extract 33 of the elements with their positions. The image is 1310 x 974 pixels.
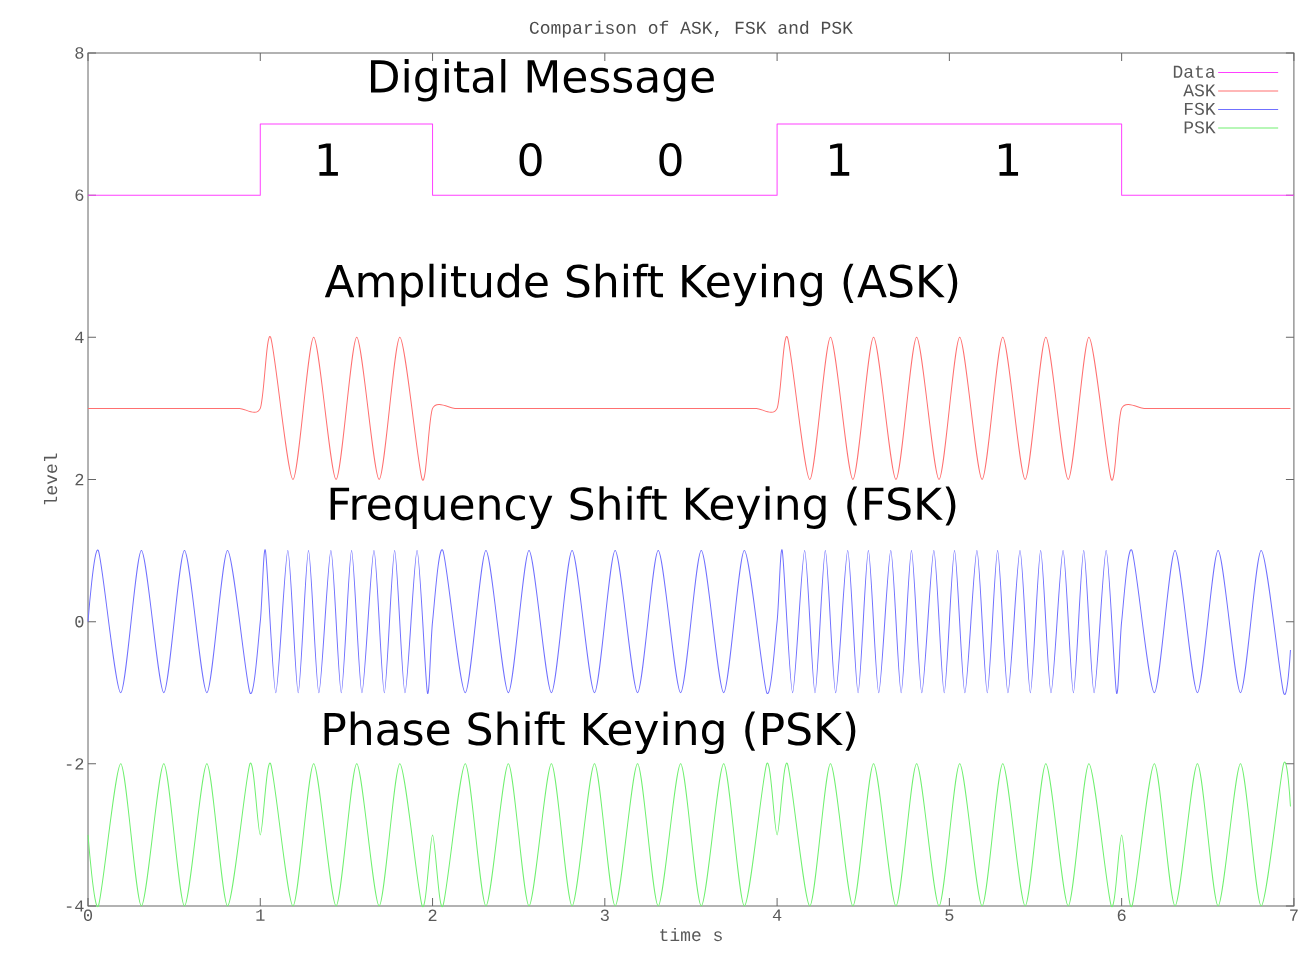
x-tick-label: 4 [772, 909, 782, 921]
line-series [87, 763, 1291, 907]
annotation: Phase Shift Keying (PSK) [324, 711, 856, 755]
x-tick-label: 3 [600, 909, 609, 922]
annotation: Digital Message [370, 59, 714, 102]
y-tick-label: 8 [75, 47, 84, 59]
y-tick-label: 0 [75, 615, 84, 628]
x-tick-label: 2 [428, 909, 437, 921]
x-tick-label: 5 [945, 909, 954, 921]
y-tick-label: 6 [75, 189, 84, 201]
y-tick-label: -4 [66, 900, 84, 912]
chart-title: Comparison of ASK, FSK and PSK [529, 20, 853, 38]
x-tick-label: 1 [256, 909, 265, 921]
y-tick-label: -2 [66, 758, 84, 770]
x-axis-title: time s [660, 927, 722, 942]
y-tick-label: 4 [75, 331, 84, 343]
annotation: 0 [659, 142, 682, 177]
legend-label: PSK [1184, 121, 1216, 134]
annotation: Frequency Shift Keying (FSK) [330, 486, 956, 529]
annotation: Amplitude Shift Keying (ASK) [324, 263, 958, 307]
x-tick-label: 7 [1290, 909, 1298, 921]
x-tick-label: 0 [83, 909, 93, 922]
annotation: 1 [998, 143, 1019, 176]
legend-label: Data [1173, 65, 1216, 78]
line-series [87, 550, 1291, 694]
legend-label: ASK [1183, 84, 1216, 97]
annotation: 0 [519, 142, 542, 177]
annotation: 1 [318, 143, 338, 176]
y-axis-title: level [43, 453, 58, 505]
x-tick-label: 6 [1117, 909, 1126, 922]
y-tick-label: 2 [75, 473, 84, 486]
annotation: 1 [830, 143, 850, 176]
legend-label: FSK [1184, 102, 1216, 115]
